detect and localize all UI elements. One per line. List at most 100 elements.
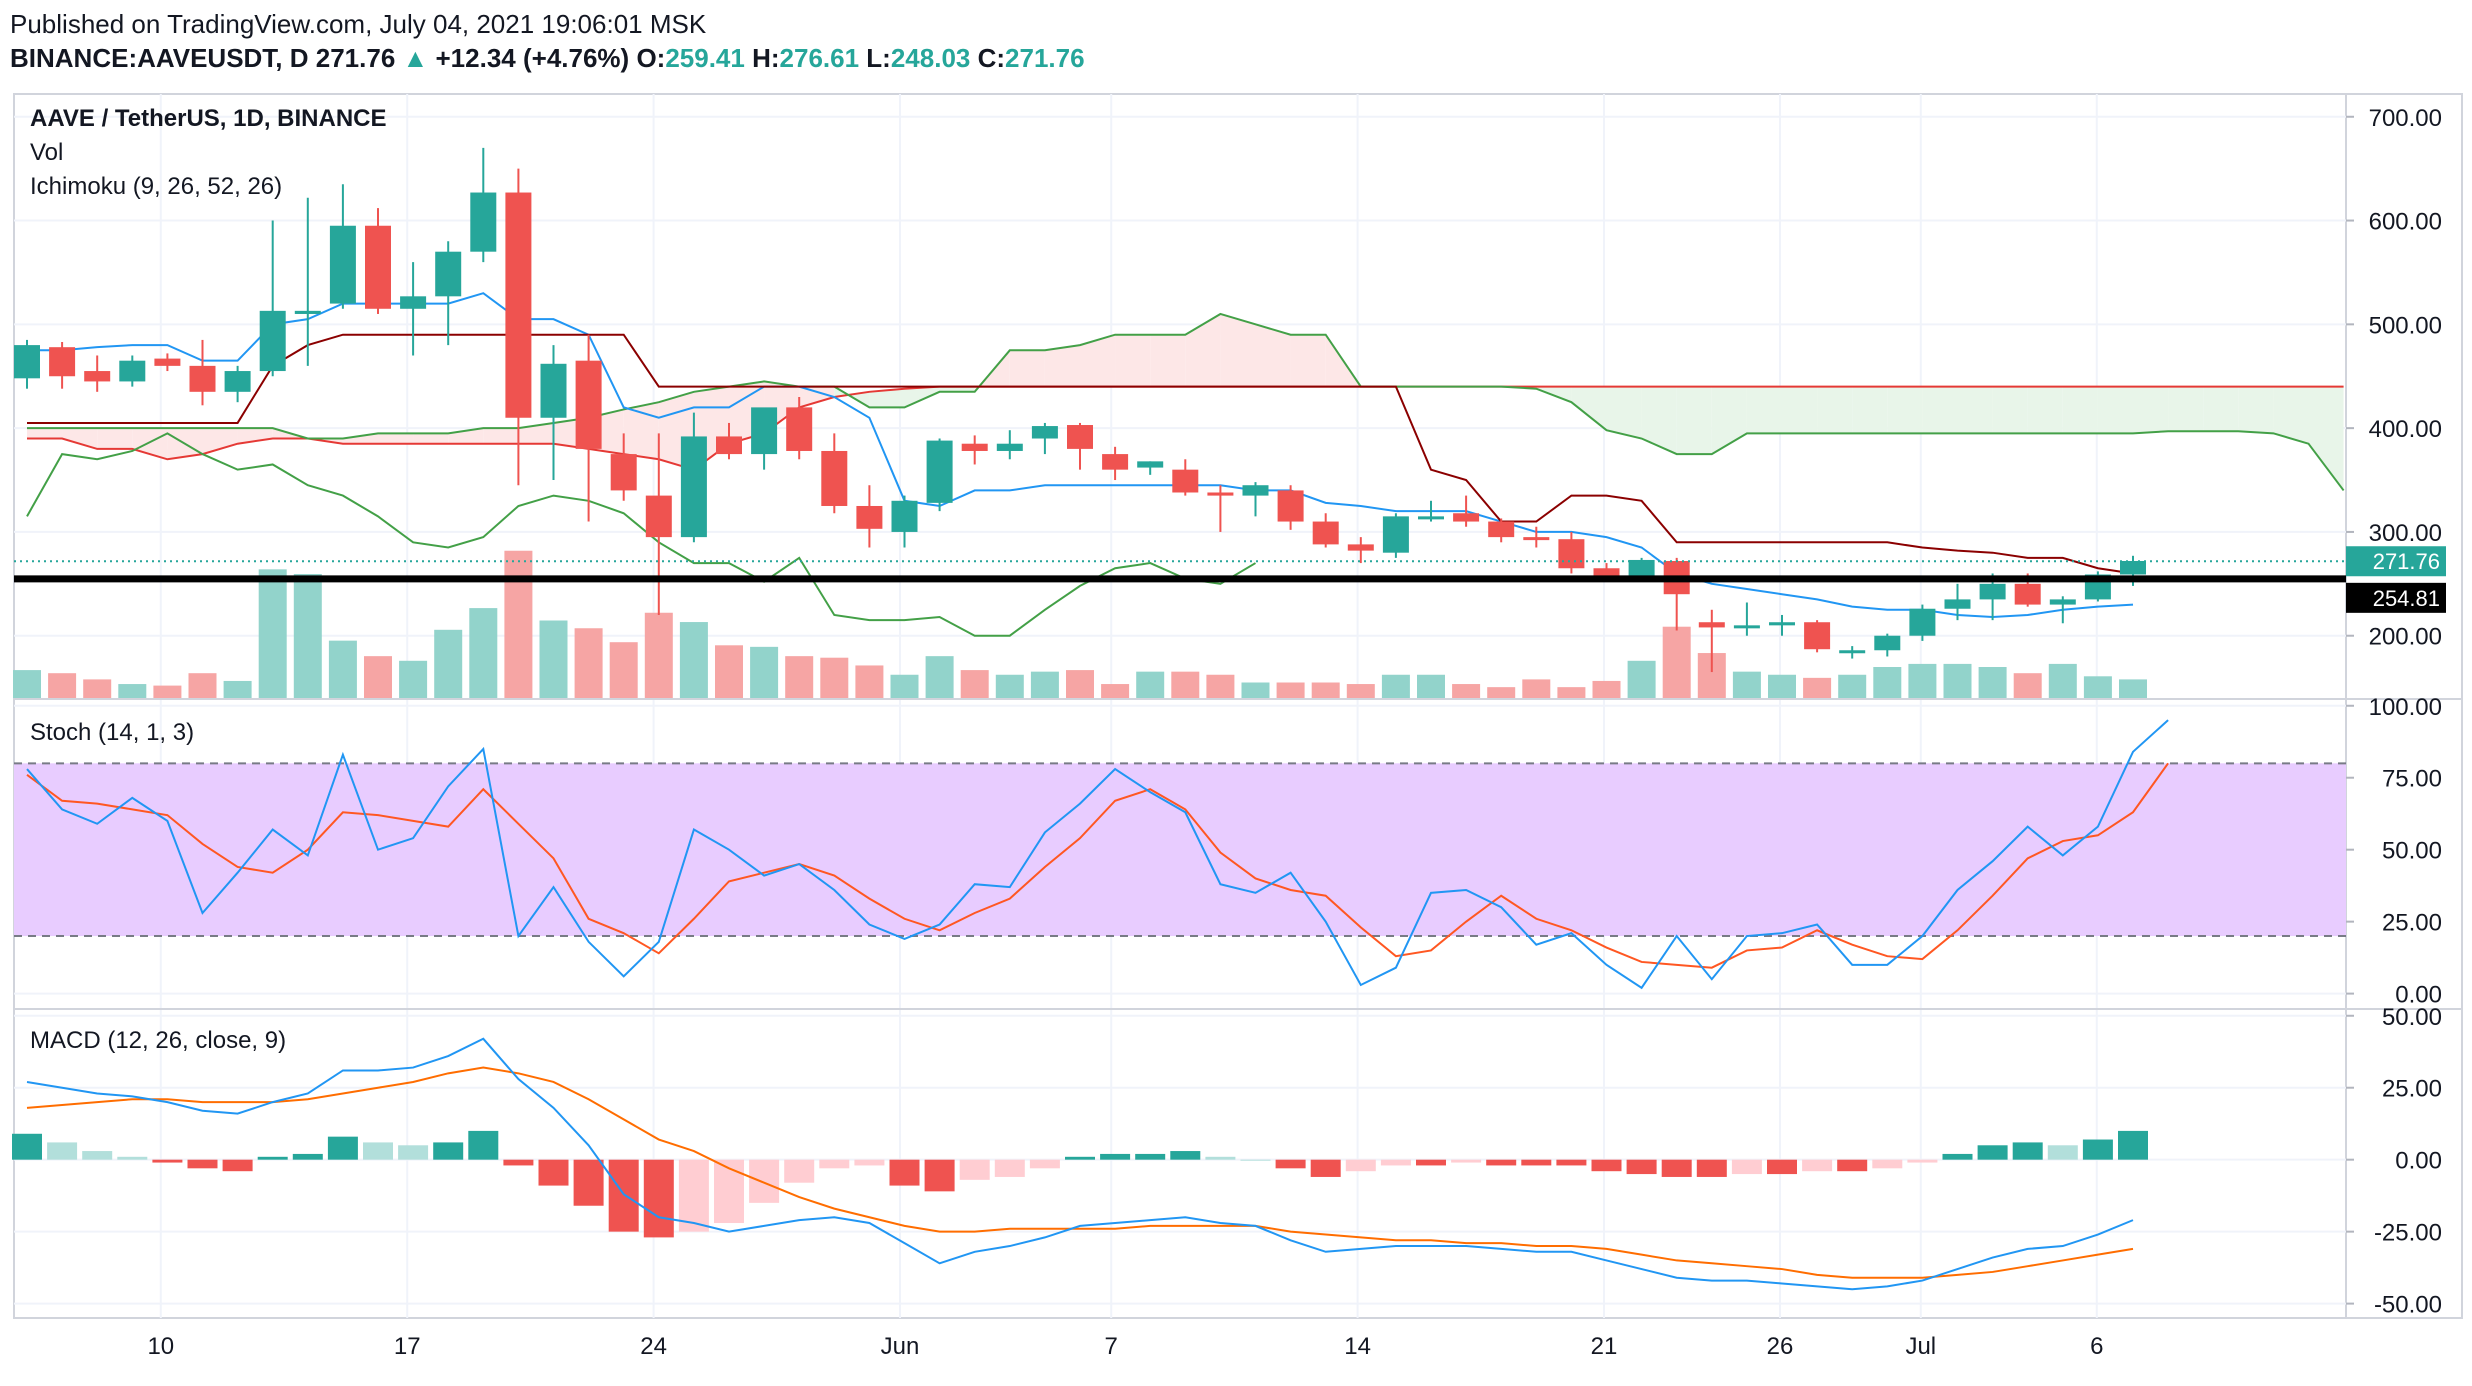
candle-body [786,407,813,451]
macd-line [26,1037,2134,1291]
volume-bar [153,685,182,698]
ichimoku-cloud-segment [1711,386,1747,455]
stoch-tick-label: 100.00 [2369,694,2442,721]
ichimoku-cloud-segment [1817,386,1853,434]
candle-body [891,500,918,532]
volume-bar [258,569,287,698]
macd-histogram-bar [1837,1159,1868,1172]
volume-bar [48,673,77,698]
macd-histogram-bar [1240,1159,1271,1161]
ichimoku-legend[interactable]: Ichimoku (9, 26, 52, 26) [30,173,283,200]
last-price: 271.76 [315,43,396,73]
volume-bar [995,674,1024,698]
macd-histogram-bar [292,1153,323,1160]
ichimoku-base-line [27,333,2134,575]
price-change: +12.34 (+4.76%) [435,43,630,73]
volume-bar [1908,663,1937,698]
date-tick-label: 10 [147,1333,174,1360]
ichimoku-cloud-segment [1922,386,1958,434]
volume-bar [469,608,498,698]
macd-histogram-bar [2012,1142,2043,1160]
candle-body [1979,583,2006,600]
volume-bar [83,679,112,698]
date-tick-label: 7 [1105,1333,1118,1360]
high-label: H: [752,43,780,73]
volume-bar [1943,663,1972,698]
candle-body [996,443,1023,451]
macd-histogram-bar [1731,1159,1762,1175]
volume-bar [504,550,533,698]
macd-histogram-bar [1380,1159,1411,1166]
macd-histogram-bar [714,1159,744,1224]
volume-bar [574,628,603,698]
last-price-badge-text: 271.76 [2373,549,2440,574]
macd-histogram-bar [538,1159,569,1186]
volume-bar [925,656,954,698]
ichimoku-cloud-segment [1746,386,1782,434]
date-tick-label: 17 [394,1333,421,1360]
symbol-ohlc-line: BINANCE:AAVEUSDT, D 271.76 ▲ +12.34 (+4.… [10,42,1085,74]
ichimoku-cloud-segment [342,433,378,444]
candle-body [2049,599,2076,605]
volume-bar [2048,663,2077,698]
macd-tick-label: 0.00 [2395,1148,2442,1175]
macd-histogram-bar [1029,1159,1060,1169]
candle-body [821,450,848,506]
candle-body [1944,599,1971,609]
open-label: O: [636,43,666,73]
macd-histogram-bar [959,1159,990,1180]
main-legend[interactable]: AAVE / TetherUS, 1D, BINANCE [30,105,387,132]
stoch-tick-label: 25.00 [2382,910,2442,937]
low-label: L: [866,43,891,73]
macd-histogram-bar [222,1159,253,1172]
ichimoku-cloud-segment [2308,386,2344,491]
volume-bar [293,574,322,698]
volume-bar [1101,684,1130,698]
volume-bar [118,684,147,698]
macd-histogram-bar [1942,1153,1973,1160]
last-price-badge: 271.76 [2346,546,2446,577]
candle-body [680,436,707,538]
volume-bar [1276,682,1305,698]
volume-bar [2013,673,2042,698]
macd-histogram-bar [1275,1159,1306,1169]
macd-histogram-bar [749,1159,780,1203]
ichimoku-cloud-segment [1606,386,1642,439]
level-badge-text: 254.81 [2373,586,2440,611]
macd-histogram-bar [47,1142,78,1160]
date-tick-label: 24 [640,1333,667,1360]
volume-bar [820,657,849,698]
macd-histogram-bar [363,1142,393,1160]
volume-legend[interactable]: Vol [30,139,64,166]
candle-body [1698,622,1725,628]
candle-body [400,296,427,309]
macd-histogram-bar [1661,1159,1692,1177]
candle-body [1523,537,1550,541]
candle-body [470,192,497,252]
volume-bar [1311,682,1340,698]
ichimoku-cloud-segment [623,402,659,460]
ichimoku-cloud-segment [939,386,975,392]
macd-histogram-bar [1802,1159,1833,1172]
date-tick-label: 6 [2090,1333,2103,1360]
volume-bar [1066,670,1094,698]
stoch-legend[interactable]: Stoch (14, 1, 3) [30,719,195,746]
macd-histogram-bar [1521,1159,1552,1166]
stoch-d-line [26,762,2169,969]
candle-body [1628,559,1655,579]
ichimoku-cloud-segment [2168,386,2204,432]
macd-histogram-bar [994,1159,1025,1177]
macd-histogram-bar [889,1159,920,1186]
date-tick-label: 14 [1344,1333,1371,1360]
stoch-band [14,763,2346,937]
candle-body [856,505,883,529]
macd-legend[interactable]: MACD (12, 26, close, 9) [30,1027,287,1054]
volume-bar [1768,674,1796,698]
high-value: 276.61 [779,43,860,73]
volume-bar [960,670,989,698]
candle-body [1488,521,1515,538]
level-badge: 254.81 [2346,582,2446,613]
ichimoku-cloud-segment [27,428,63,439]
candle-body [14,345,40,379]
